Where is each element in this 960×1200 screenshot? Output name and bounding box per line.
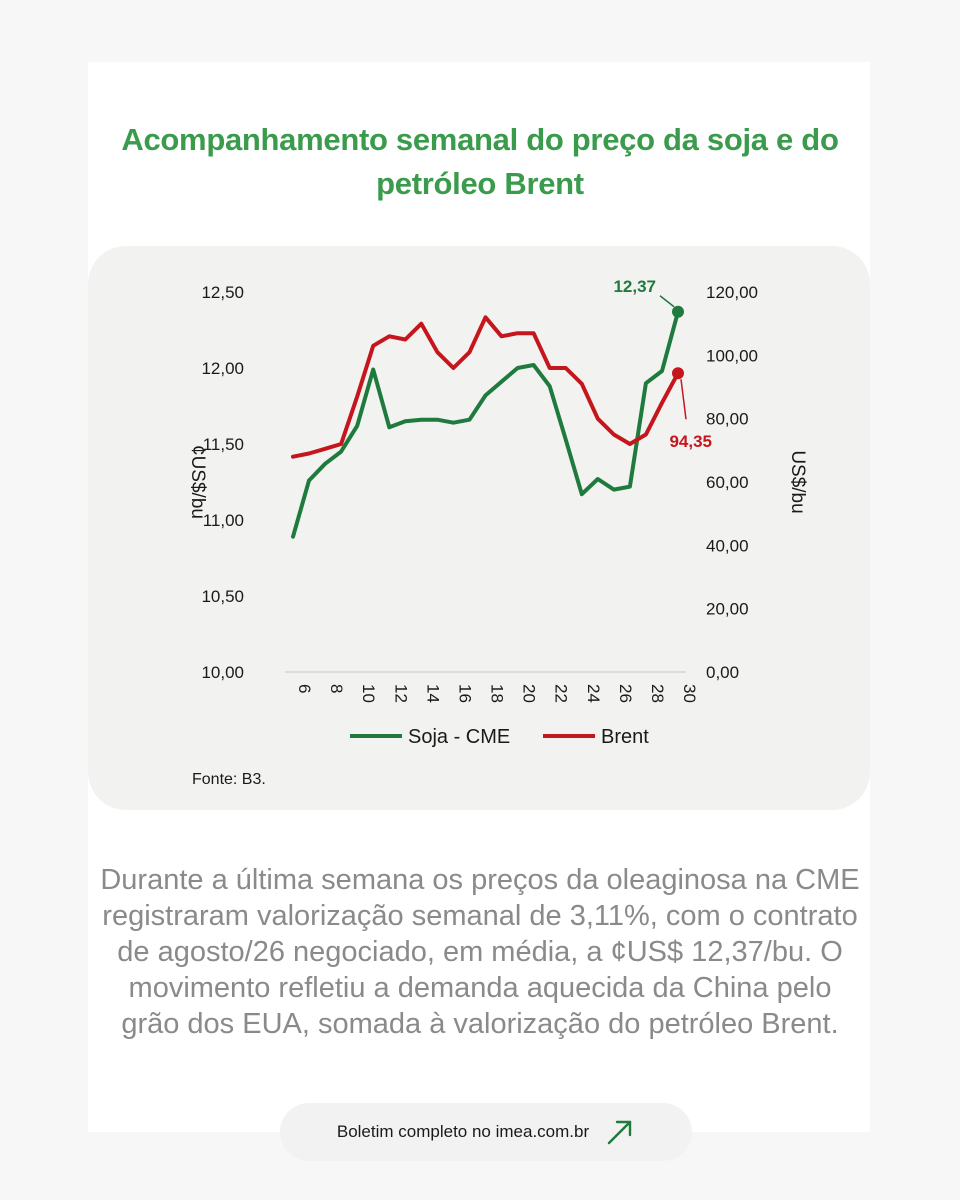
brent-last-point	[672, 367, 684, 380]
x-axis-tick-label: 18	[488, 684, 507, 703]
legend-soja-label: Soja - CME	[408, 726, 510, 748]
right-axis-tick-label: 120,00	[706, 283, 758, 302]
x-axis-tick-label: 28	[648, 684, 667, 703]
left-axis-tick-label: 12,00	[201, 359, 244, 378]
x-axis-tick-label: 14	[423, 684, 442, 703]
left-axis-tick-label: 10,50	[201, 587, 244, 606]
x-axis-tick-label: 30	[680, 684, 699, 703]
left-axis-tick-label: 12,50	[201, 283, 244, 302]
legend-brent-label: Brent	[601, 726, 649, 748]
left-axis-title: ¢US$/bu	[187, 445, 208, 519]
x-axis-tick-label: 12	[391, 684, 410, 703]
description-text: Durante a última semana os preços da ole…	[100, 864, 860, 1040]
chart-panel: 10,00 10,50 11,00 11,50 12,00 12,50 0,00 20,00 4…	[88, 246, 870, 810]
chart-svg: 10,00 10,50 11,00 11,50 12,00 12,50 0,00 20,00 4…	[187, 277, 808, 788]
x-axis-tick-label: 6	[295, 684, 314, 693]
x-axis-tick-label: 10	[359, 684, 378, 703]
right-axis-tick-label: 100,00	[706, 346, 758, 365]
x-axis-tick-label: 24	[584, 684, 603, 703]
soja-last-value-label: 12,37	[613, 277, 656, 296]
left-axis-tick-label: 10,00	[201, 663, 244, 682]
soja-callout-line	[659, 295, 675, 308]
left-axis-tick-label: 11,00	[203, 511, 244, 530]
right-axis-tick-label: 0,00	[706, 663, 739, 682]
bulletin-link-label: Boletim completo no imea.com.br	[336, 1122, 590, 1141]
x-axis-tick-label: 20	[520, 684, 539, 703]
right-axis-tick-label: 80,00	[706, 410, 749, 429]
chart-source: Fonte: B3.	[192, 771, 266, 788]
bulletin-link-button[interactable]: Boletim completo no imea.com.br	[280, 1103, 692, 1161]
arrow-up-right-icon	[605, 1117, 635, 1147]
right-axis-tick-label: 60,00	[706, 473, 749, 492]
brent-series-line	[291, 315, 680, 459]
right-axis-tick-label: 40,00	[706, 536, 749, 555]
x-axis-tick-label: 26	[616, 684, 635, 703]
soja-series-line	[291, 309, 680, 539]
right-axis-title: US$/bu	[787, 450, 808, 513]
x-axis-tick-label: 16	[455, 684, 474, 703]
left-axis-tick-label: 11,50	[203, 435, 244, 454]
brent-callout-line	[680, 379, 687, 420]
soja-last-point	[672, 305, 684, 318]
brent-last-value-label: 94,35	[669, 432, 712, 451]
chart-title: Acompanhamento semanal do preço da soja …	[121, 122, 839, 201]
right-axis-tick-label: 20,00	[706, 600, 749, 619]
x-axis-tick-label: 22	[552, 684, 571, 703]
x-axis-tick-label: 8	[327, 684, 346, 693]
